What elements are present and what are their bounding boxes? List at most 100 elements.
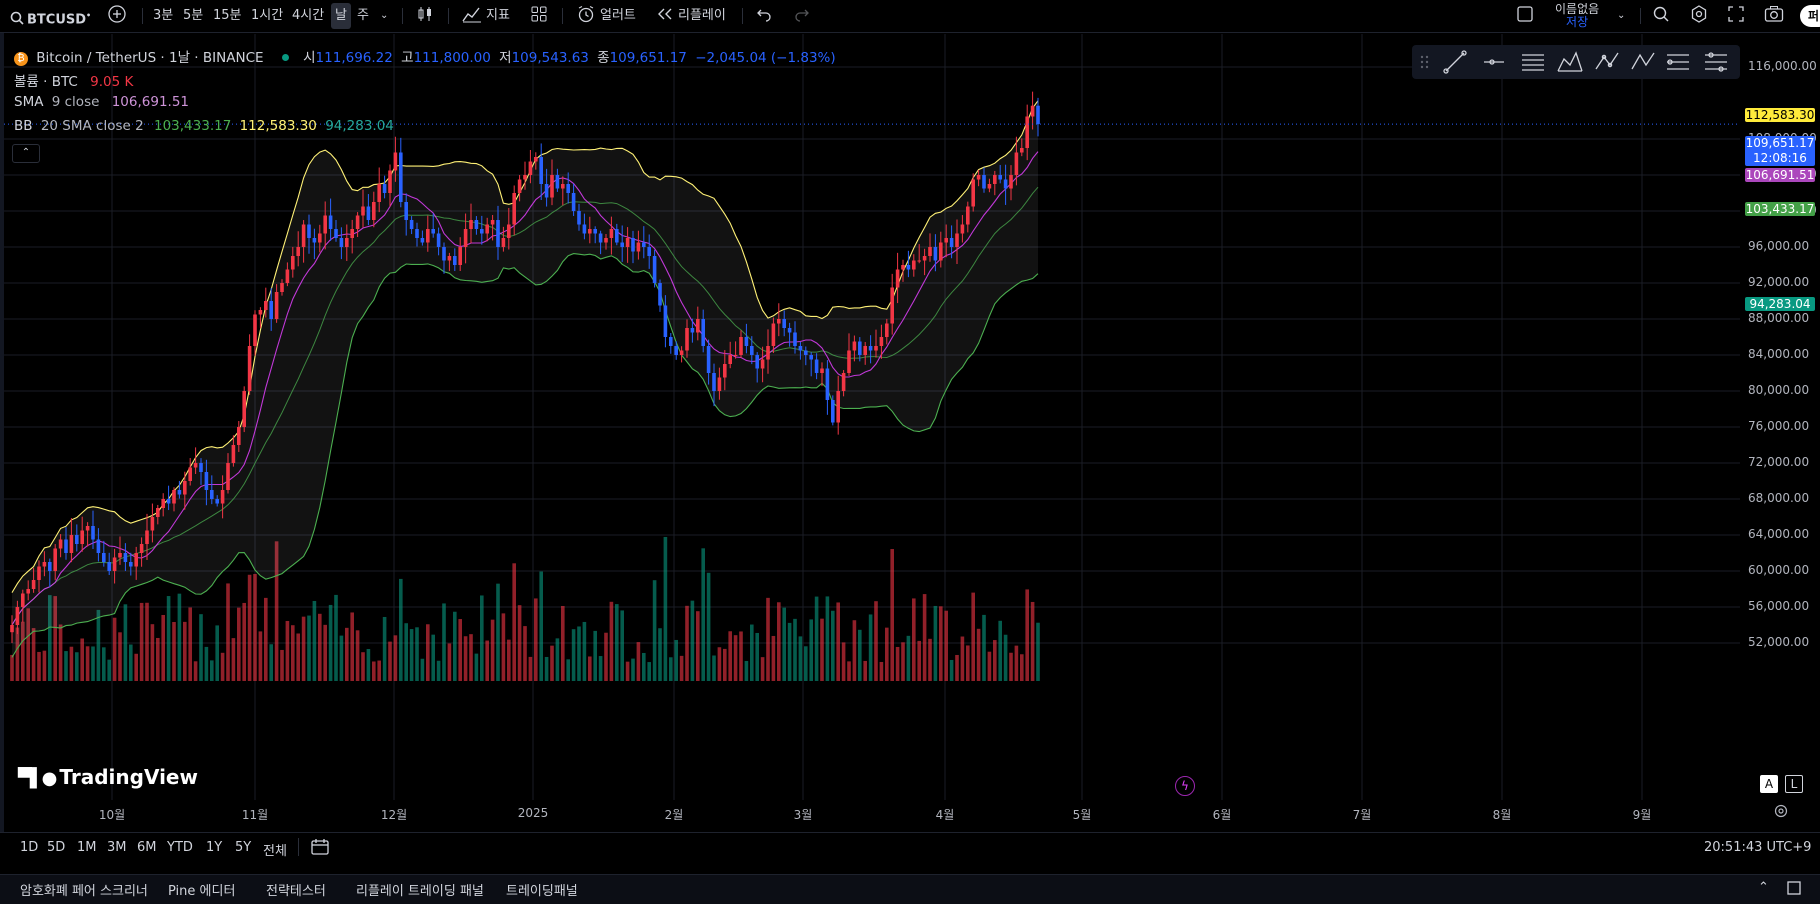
candle-body <box>226 463 230 490</box>
redo-button[interactable] <box>794 0 810 32</box>
layout-dropdown-chevron-icon[interactable]: ⌄ <box>1617 10 1626 21</box>
clock-timezone[interactable]: 20:51:43 UTC+9 <box>1704 840 1812 855</box>
candle-body <box>906 265 911 270</box>
volume-bar <box>296 633 300 681</box>
layout-name-button[interactable]: 이름없음 저장 <box>1555 3 1599 29</box>
alert-button[interactable]: 얼러트 <box>576 0 636 32</box>
range-ytd[interactable]: YTD <box>167 840 193 855</box>
undo-button[interactable] <box>756 0 772 32</box>
quick-search-button[interactable] <box>1652 0 1670 32</box>
candle-body <box>949 238 954 247</box>
maximize-panel-icon[interactable] <box>1786 880 1802 900</box>
legend-volume[interactable]: 볼륨 · BTC 9.05 K <box>14 70 137 90</box>
symbol-search-button[interactable]: BTCUSD• <box>10 0 91 32</box>
parallel-channel-icon[interactable] <box>1522 54 1544 71</box>
range-1d[interactable]: 1D <box>20 840 39 855</box>
legend-bb[interactable]: BB 20 SMA close 2 103,433.17 112,583.30 … <box>14 118 398 134</box>
chart-type-button[interactable] <box>416 0 434 32</box>
candlestick-series <box>10 91 1040 643</box>
fib-retracement-icon[interactable] <box>1667 54 1689 70</box>
volume-bar <box>307 615 311 681</box>
collapse-legend-chevron-up-icon[interactable]: ⌃ <box>12 144 40 163</box>
toolbar-separator <box>402 8 403 24</box>
volume-bar <box>258 631 263 681</box>
candle-body <box>609 229 614 238</box>
price-scale-label: 92,000.00 <box>1748 275 1810 289</box>
volume-bar <box>679 655 684 681</box>
range-1y[interactable]: 1Y <box>206 840 223 855</box>
range-5d[interactable]: 5D <box>47 840 66 855</box>
panel-tab-crypto-screener[interactable]: 암호화폐 페어 스크리너 <box>20 884 148 899</box>
fullscreen-button[interactable] <box>1728 0 1744 32</box>
bb-upper-value: 112,583.30 <box>239 118 317 134</box>
volume-bar <box>733 635 738 681</box>
indicators-button[interactable]: 지표 <box>462 0 510 32</box>
interval-3m[interactable]: 3분 <box>153 8 174 23</box>
pitchfork-icon[interactable] <box>1557 51 1583 72</box>
replay-button[interactable]: 리플레이 <box>656 0 726 32</box>
interval-dropdown-chevron-icon[interactable]: ⌄ <box>380 10 389 21</box>
interval-1w[interactable]: 주 <box>357 8 369 23</box>
settings-button[interactable] <box>1690 0 1708 32</box>
candle-body <box>701 319 705 346</box>
abcd-pattern-icon[interactable] <box>1631 52 1655 70</box>
candle-body <box>291 256 295 270</box>
lightning-icon[interactable]: ϟ <box>1175 776 1195 796</box>
candle-body <box>620 242 624 247</box>
interval-5m[interactable]: 5분 <box>183 8 204 23</box>
drag-handle-icon[interactable] <box>1420 55 1429 69</box>
trend-line-icon[interactable] <box>1443 50 1467 74</box>
panel-tab-pine-editor[interactable]: Pine 에디터 <box>168 884 236 899</box>
redo-icon <box>795 9 809 22</box>
range-all[interactable]: 전체 <box>263 844 287 859</box>
range-1m[interactable]: 1M <box>77 840 97 855</box>
snapshot-button[interactable] <box>1764 0 1784 32</box>
layouts-button[interactable] <box>530 0 548 32</box>
candle-body <box>912 260 916 270</box>
bb-name: BB <box>14 118 33 134</box>
range-5y[interactable]: 5Y <box>235 840 252 855</box>
fullscreen-toggle-button[interactable] <box>1516 0 1534 32</box>
indicators-icon <box>462 7 481 23</box>
interval-4h[interactable]: 4시간 <box>292 8 325 23</box>
volume-bar <box>242 602 246 681</box>
panel-tab-replay-trading[interactable]: 리플레이 트레이딩 패널 <box>356 884 484 899</box>
candle-body <box>85 526 90 531</box>
horizontal-ray-icon[interactable] <box>1484 59 1504 65</box>
volume-bar <box>64 651 68 681</box>
panel-tab-strategy-tester[interactable]: 전략테스터 <box>266 884 326 899</box>
collapse-panel-chevron-up-icon[interactable]: ⌃ <box>1758 880 1769 895</box>
volume-bar <box>625 661 630 681</box>
go-to-date-button[interactable] <box>310 838 330 860</box>
candle-body <box>91 526 95 540</box>
range-6m[interactable]: 6M <box>137 840 157 855</box>
range-3m[interactable]: 3M <box>107 840 127 855</box>
candle-body <box>58 539 63 549</box>
bb-basis-price-tag: 103,433.17 <box>1745 202 1815 216</box>
compare-symbol-button[interactable] <box>108 0 126 32</box>
volume-bar <box>631 658 635 681</box>
interval-15m[interactable]: 15분 <box>213 8 242 23</box>
interval-1d[interactable]: 날 <box>331 3 351 29</box>
pattern-icon[interactable] <box>1595 52 1619 70</box>
volume-bar <box>388 641 392 681</box>
publish-button[interactable]: 퍼 <box>1800 5 1820 27</box>
candle-body <box>296 247 300 256</box>
interval-1h[interactable]: 1시간 <box>251 8 284 23</box>
panel-tab-trading-panel[interactable]: 트레이딩패널 <box>506 884 578 899</box>
legend-title[interactable]: Bitcoin / TetherUS · 1날 · BINANCE <box>36 50 264 66</box>
volume-bar <box>80 638 84 681</box>
range-toolbar <box>0 832 1820 865</box>
auto-scale-button[interactable]: A <box>1760 775 1778 793</box>
volume-bar <box>1003 634 1008 681</box>
candle-body <box>706 346 711 373</box>
axis-settings-gear-icon[interactable] <box>1774 804 1788 822</box>
legend-sma[interactable]: SMA 9 close 106,691.51 <box>14 94 193 110</box>
volume-bar <box>382 616 387 681</box>
chart-canvas[interactable] <box>4 34 1740 800</box>
candle-body <box>625 238 630 247</box>
more-tools-icon[interactable] <box>1705 52 1727 72</box>
log-scale-button[interactable]: L <box>1785 775 1803 793</box>
volume-bar <box>582 621 587 681</box>
candle-body <box>814 359 819 373</box>
